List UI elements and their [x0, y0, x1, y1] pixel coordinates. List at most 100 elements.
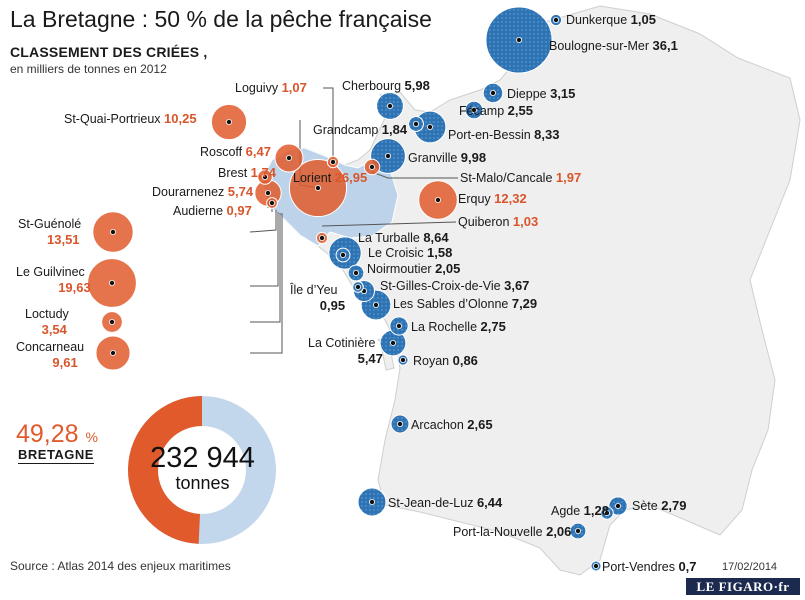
page-title: La Bretagne : 50 % de la pêche française	[10, 6, 432, 32]
port-name: La Turballe	[358, 231, 423, 245]
port-dot	[109, 279, 116, 286]
port-dot	[354, 283, 361, 290]
port-25	[363, 158, 381, 176]
port-name: Agde	[551, 504, 584, 518]
port-label-1: Boulogne-sur-Mer 36,1	[549, 38, 678, 53]
port-value: 12,32	[494, 191, 527, 206]
port-13	[376, 92, 404, 120]
port-value: 5,74	[228, 184, 254, 199]
port-name: Fécamp	[459, 104, 508, 118]
port-dot	[412, 121, 419, 128]
port-dot	[372, 301, 379, 308]
port-dot	[368, 498, 375, 505]
port-dot	[395, 322, 402, 329]
port-value: 1,28	[584, 503, 609, 518]
port-label: Arcachon 2,65	[411, 417, 493, 432]
port-value: 0,7	[678, 559, 696, 574]
port-27	[257, 169, 273, 185]
port-label-10: Granville 9,98	[408, 150, 486, 165]
port-label-0: Dunkerque 1,05	[566, 12, 656, 27]
port-value: 1,84	[382, 122, 408, 137]
port-label: Audierne 0,97	[173, 203, 252, 218]
port-label: Royan 0,86	[413, 353, 478, 368]
port-value: 26,95	[335, 170, 368, 185]
port-value: 5,98	[405, 78, 430, 93]
port-label-7: Grandcamp 1,84	[313, 122, 408, 137]
port-name: Dourarnenez	[152, 185, 228, 199]
port-label-3: Cherbourg 5,98	[342, 78, 430, 93]
port-23	[569, 522, 587, 540]
port-19	[608, 496, 628, 516]
port-label: St-Gilles-Croix-de-Vie 3,67	[380, 278, 529, 293]
port-32	[315, 231, 329, 245]
port-value: 3,54	[42, 322, 68, 337]
port-value: 3,67	[504, 278, 529, 293]
port-dot	[434, 196, 441, 203]
port-value: 7,29	[512, 296, 537, 311]
port-dot	[110, 349, 117, 356]
bretagne-label: BRETAGNE	[18, 447, 94, 464]
port-name: Audierne	[173, 204, 227, 218]
port-name: Erquy	[458, 192, 494, 206]
port-value: 6,44	[477, 495, 503, 510]
port-label-9: Roscoff 6,47	[200, 144, 271, 159]
port-11	[274, 143, 304, 173]
port-label-20: Le Croisic 1,58	[368, 245, 452, 260]
port-name: Royan	[413, 354, 453, 368]
port-label: Agde 1,28	[551, 503, 609, 518]
port-name: Loctudy	[25, 307, 70, 321]
port-value: 0,97	[227, 203, 252, 218]
port-label-33: Agde 1,28	[551, 503, 609, 518]
port-dot	[352, 269, 359, 276]
port-label: La Turballe 8,64	[358, 230, 449, 245]
port-dot	[264, 189, 271, 196]
port-21	[390, 414, 410, 434]
port-label: Granville 9,98	[408, 150, 486, 165]
port-label: Les Sables d’Olonne 7,29	[393, 296, 537, 311]
port-name: Île d’Yeu	[289, 282, 338, 297]
port-label-12: Lorient 26,95	[293, 170, 367, 185]
port-7	[95, 335, 131, 371]
port-value: 1,97	[556, 170, 581, 185]
donut-hole	[158, 426, 246, 514]
subtitle: CLASSEMENT DES CRIÉES ,	[10, 44, 208, 60]
port-dot	[553, 16, 560, 23]
port-value: 2,55	[508, 103, 533, 118]
port-value: 36,1	[653, 38, 678, 53]
port-label: Fécamp 2,55	[459, 103, 533, 118]
port-value: 2,79	[661, 498, 686, 513]
port-dot	[318, 234, 325, 241]
port-dot	[329, 158, 336, 165]
port-label: La Rochelle 2,75	[411, 319, 506, 334]
port-label-2: Loguivy 1,07	[235, 80, 307, 95]
port-dot	[593, 563, 600, 570]
port-label-34: Sète 2,79	[632, 498, 687, 513]
port-label-8: Port-en-Bessin 8,33	[448, 127, 559, 142]
port-24	[347, 264, 365, 282]
port-17	[101, 311, 123, 333]
port-name: Les Sables d’Olonne	[393, 297, 512, 311]
port-18	[482, 82, 504, 104]
port-label: St-Quai-Portrieux 10,25	[64, 111, 197, 126]
port-dot	[389, 339, 396, 346]
port-value: 0,95	[320, 298, 345, 313]
port-34	[352, 281, 364, 293]
port-label: Grandcamp 1,84	[313, 122, 408, 137]
port-dot	[386, 103, 393, 110]
port-dot	[368, 163, 375, 170]
port-label-14: Dourarnenez 5,74	[152, 184, 254, 199]
port-label-13: St-Malo/Cancale 1,97	[460, 170, 581, 185]
port-29	[600, 506, 614, 520]
port-dot	[339, 251, 346, 258]
total-tonnage: 232 944	[150, 442, 255, 474]
port-label: Roscoff 6,47	[200, 144, 271, 159]
port-name: Loguivy	[235, 81, 282, 95]
port-label: Quiberon 1,03	[458, 214, 538, 229]
port-label: Sète 2,79	[632, 498, 687, 513]
donut-chart	[127, 396, 276, 544]
